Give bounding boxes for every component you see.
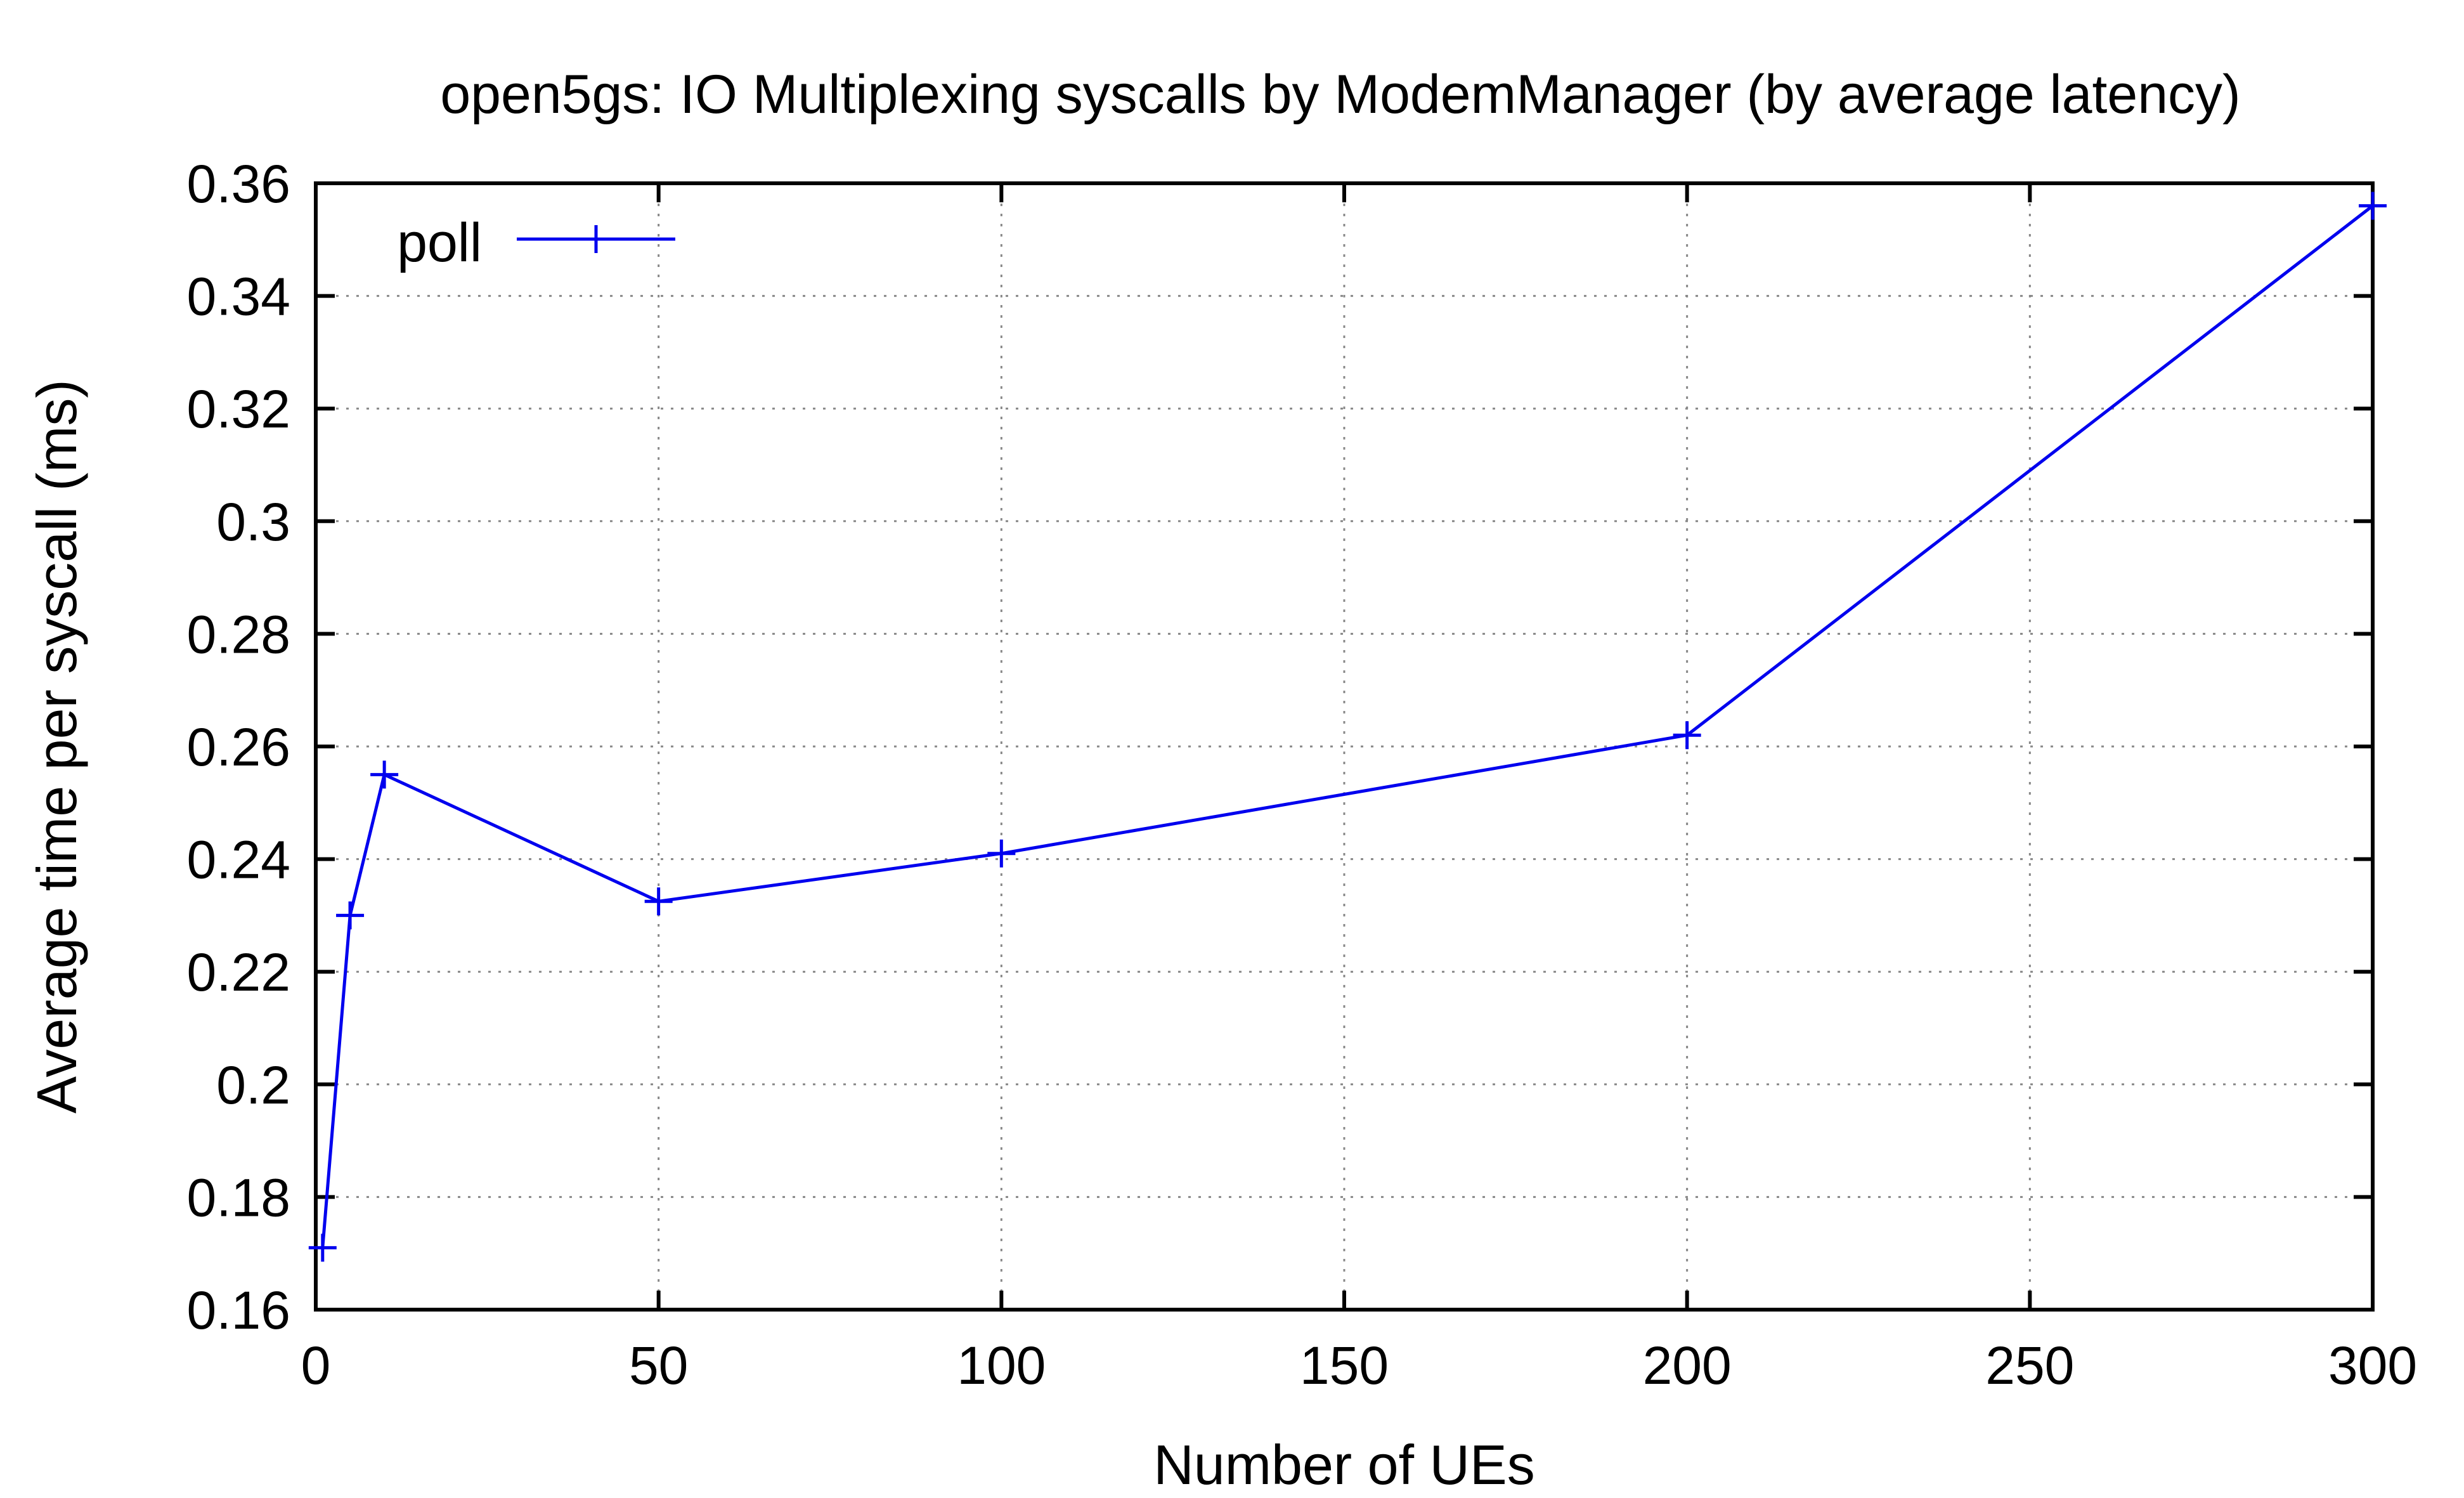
data-point — [336, 901, 365, 930]
y-tick-label: 0.22 — [187, 942, 291, 1002]
y-tick-label: 0.28 — [187, 604, 291, 664]
y-tick-label: 0.16 — [187, 1280, 291, 1340]
data-point — [2359, 192, 2387, 220]
y-tick-label: 0.2 — [216, 1055, 290, 1115]
y-tick-labels: 0.16 0.18 0.2 0.22 0.24 0.26 0.28 0.3 0.32 0.34 0.… — [187, 154, 291, 1340]
x-tick-label: 50 — [629, 1336, 688, 1395]
y-tick-label: 0.32 — [187, 379, 291, 439]
legend: poll — [397, 212, 675, 273]
y-tick-label: 0.3 — [216, 492, 290, 552]
data-point — [370, 760, 399, 789]
grid-lines — [316, 183, 2373, 1310]
y-tick-label: 0.18 — [187, 1168, 291, 1227]
x-tick-label: 250 — [1985, 1336, 2074, 1395]
y-tick-label: 0.24 — [187, 830, 291, 890]
data-point — [1673, 721, 1701, 750]
axis-ticks — [314, 181, 2375, 1312]
x-axis-label: Number of UEs — [1153, 1433, 1535, 1496]
y-axis-label: Average time per syscall (ms) — [25, 379, 88, 1113]
x-tick-label: 150 — [1300, 1336, 1389, 1395]
x-tick-label: 100 — [957, 1336, 1046, 1395]
y-tick-label: 0.26 — [187, 717, 291, 777]
y-tick-label: 0.36 — [187, 154, 291, 214]
data-point — [308, 1234, 337, 1262]
x-tick-label: 0 — [301, 1336, 331, 1395]
x-tick-label: 300 — [2328, 1336, 2417, 1395]
x-tick-labels: 0 50 100 150 200 250 300 — [301, 1336, 2417, 1395]
y-tick-label: 0.34 — [187, 267, 291, 327]
series-layer — [308, 192, 2387, 1262]
data-point — [987, 839, 1016, 868]
series-line-poll — [321, 204, 2374, 1248]
plot-frame — [314, 181, 2375, 1312]
chart-title: open5gs: IO Multiplexing syscalls by Mod… — [440, 64, 2240, 125]
x-tick-label: 200 — [1643, 1336, 1732, 1395]
data-point — [644, 887, 673, 916]
legend-label-poll: poll — [397, 212, 482, 273]
